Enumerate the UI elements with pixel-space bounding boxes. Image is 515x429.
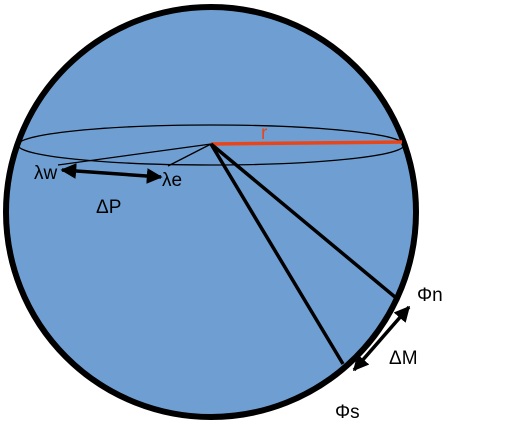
lambda-w-label: λw [34,163,58,184]
delta-m-label: ΔM [389,348,418,369]
equator-ellipse [17,124,405,166]
sphere [3,4,419,420]
delta-p-label: ΔP [96,197,121,218]
phi-s-label: Φs [335,402,360,423]
latitude-line-south [209,143,345,365]
phi-n-label: Φn [417,285,443,306]
latitude-line-north [209,142,397,299]
radius-line [210,140,403,146]
radius-label: r [261,123,268,144]
delta-p-arrow [60,163,163,184]
meridian-line-east [167,143,212,167]
delta-m-arrow [352,305,411,372]
lambda-e-label: λe [162,170,182,191]
meridian-line-west [57,143,212,166]
